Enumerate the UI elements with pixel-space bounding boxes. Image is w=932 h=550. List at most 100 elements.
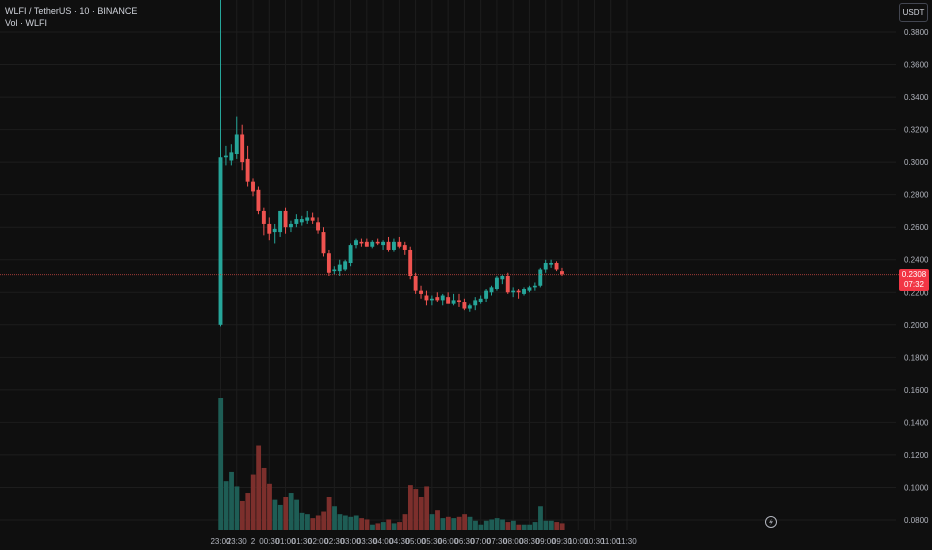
volume-bar <box>538 506 543 530</box>
candle-body <box>538 269 543 286</box>
volume-bar <box>359 518 365 530</box>
volume-bar <box>402 514 408 530</box>
volume-bar <box>267 483 272 530</box>
volume-bar <box>494 518 500 530</box>
x-tick-label: 03:00 <box>341 537 362 546</box>
volume-bar <box>370 524 375 530</box>
y-tick-label: 0.2800 <box>904 191 929 200</box>
last-price-value: 0.2308 <box>901 269 927 279</box>
y-tick-label: 0.3600 <box>904 61 929 70</box>
volume-bar <box>315 515 321 530</box>
candle-body <box>532 285 537 288</box>
candle-body <box>240 134 245 163</box>
candle-body <box>261 210 266 224</box>
candle-body <box>451 300 456 304</box>
candle-body <box>229 152 234 161</box>
volume-bar <box>239 500 245 530</box>
x-tick-label: 07:00 <box>471 537 492 546</box>
volume-bar <box>516 524 522 530</box>
volume-bar <box>294 499 299 530</box>
bar-countdown: 07:32 <box>903 279 925 289</box>
y-tick-label: 0.3400 <box>904 93 929 102</box>
candle-body <box>391 241 396 250</box>
candle-body <box>549 262 554 265</box>
price-axis[interactable]: 0.3800 0.3600 0.3400 0.3200 0.3000 0.2800 0.26… <box>904 28 929 525</box>
candle-body <box>272 228 277 233</box>
y-tick-label: 0.0800 <box>904 516 929 525</box>
y-tick-label: 0.3800 <box>904 28 929 37</box>
candle-body <box>332 269 337 272</box>
volume-bars <box>218 398 565 530</box>
y-tick-label: 0.3200 <box>904 126 929 135</box>
x-tick-label: 04:30 <box>389 537 410 546</box>
candle-body <box>560 271 564 275</box>
candle-body <box>234 134 239 154</box>
candle-body <box>278 210 283 233</box>
candle-body <box>299 219 304 223</box>
candle-body <box>402 245 407 250</box>
volume-bar <box>451 518 457 530</box>
replay-icon[interactable] <box>765 516 777 528</box>
x-tick-label: 01:30 <box>292 537 313 546</box>
volume-bar <box>418 497 424 530</box>
x-tick-label: 09:30 <box>552 537 573 546</box>
candle-body <box>408 249 413 276</box>
x-tick-label: 10:30 <box>584 537 605 546</box>
candle-body <box>354 240 358 246</box>
volume-bar <box>277 504 283 530</box>
x-tick-label: 23:30 <box>227 537 248 546</box>
volume-bar <box>500 519 505 530</box>
volume-bar <box>489 519 495 530</box>
candle-body <box>429 298 434 301</box>
candle-body <box>283 210 288 228</box>
candle-body <box>473 300 478 306</box>
volume-bar <box>456 516 462 530</box>
candle-body <box>305 217 310 221</box>
y-tick-label: 0.2600 <box>904 223 929 232</box>
volume-bar <box>342 515 348 530</box>
candle-body <box>343 261 348 270</box>
candle-body <box>435 297 440 301</box>
candle-body <box>543 262 548 270</box>
candle-body <box>218 157 223 325</box>
y-tick-label: 0.1600 <box>904 386 929 395</box>
x-tick-label: 04:00 <box>373 537 394 546</box>
candle-body <box>522 289 526 294</box>
candle-body <box>462 302 467 309</box>
x-tick-label: 06:30 <box>454 537 475 546</box>
candle-body <box>256 189 261 211</box>
symbol-title[interactable]: WLFI / TetherUS · 10 · BINANCE <box>5 6 138 16</box>
x-tick-label: 03:30 <box>357 537 378 546</box>
chart-legend: WLFI / TetherUS · 10 · BINANCE Vol · WLF… <box>5 5 137 29</box>
candle-body <box>289 223 293 228</box>
x-tick-label: 07:30 <box>487 537 508 546</box>
x-tick-label: 10:00 <box>568 537 589 546</box>
volume-bar <box>332 506 337 530</box>
volume-bar <box>337 514 343 530</box>
y-tick-label: 0.2000 <box>904 321 929 330</box>
grid <box>0 0 896 530</box>
volume-bar <box>223 481 229 530</box>
candle-body <box>359 241 364 244</box>
candle-body <box>457 300 461 303</box>
volume-bar <box>435 510 440 530</box>
candle-body <box>511 290 516 293</box>
candle-body <box>251 181 255 192</box>
volume-bar <box>272 499 278 530</box>
candle-body <box>386 241 391 250</box>
volume-bar <box>510 520 516 530</box>
volume-indicator-label[interactable]: Vol · WLFI <box>5 18 48 28</box>
x-tick-label: 23:00 <box>210 537 231 546</box>
volume-bar <box>407 485 413 530</box>
candle-body <box>310 217 315 221</box>
currency-button[interactable]: USDT <box>899 3 928 22</box>
candle-body <box>326 253 331 273</box>
volume-bar <box>256 445 262 530</box>
x-tick-label: 08:30 <box>519 537 540 546</box>
volume-bar <box>413 489 419 530</box>
volume-bar <box>386 519 392 530</box>
candle-body <box>494 277 499 290</box>
candle-body <box>375 241 380 244</box>
